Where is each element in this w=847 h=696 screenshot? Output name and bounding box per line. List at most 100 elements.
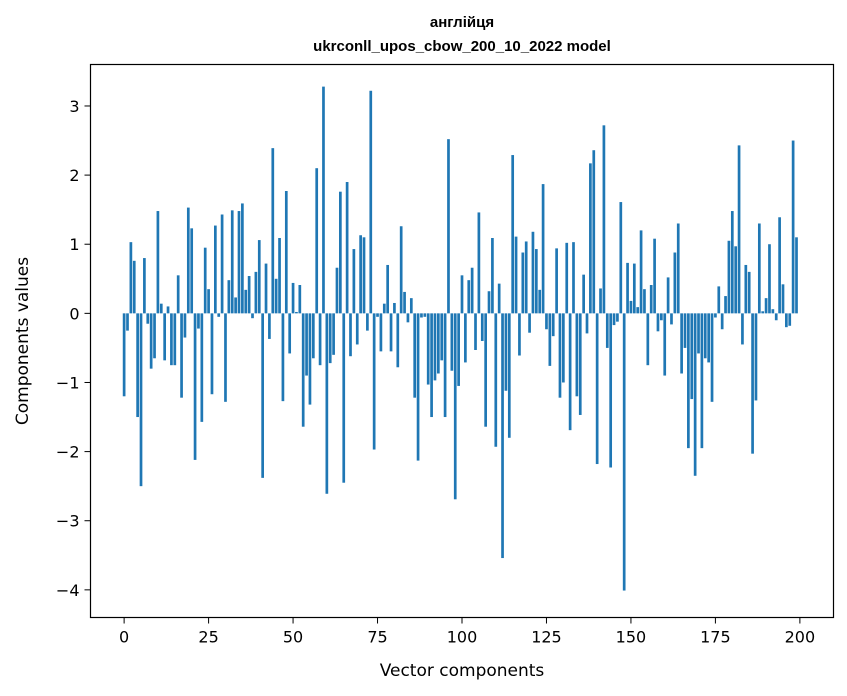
bar	[200, 313, 204, 422]
bar	[349, 313, 352, 357]
bar	[676, 223, 680, 314]
bar	[369, 90, 373, 314]
bar	[616, 313, 619, 322]
bar	[281, 313, 285, 402]
bar	[572, 242, 575, 314]
bar	[457, 313, 460, 386]
bar	[322, 86, 325, 314]
bar	[551, 313, 555, 337]
bar	[362, 237, 366, 314]
bar	[619, 202, 623, 314]
bar	[153, 313, 156, 359]
bar	[703, 313, 707, 359]
bar	[443, 313, 447, 418]
bar	[639, 230, 643, 314]
bar	[558, 313, 562, 398]
bar	[450, 313, 454, 371]
bar	[311, 313, 315, 359]
bar	[227, 280, 231, 314]
bar	[241, 203, 244, 314]
bar	[372, 313, 376, 450]
bar	[382, 303, 386, 314]
bar	[565, 242, 569, 314]
bar	[406, 313, 410, 323]
bar	[700, 313, 704, 449]
bar	[437, 313, 440, 374]
bar	[707, 313, 710, 363]
bar	[176, 275, 180, 314]
bar	[720, 313, 724, 330]
bar	[673, 252, 677, 314]
bar	[220, 214, 224, 314]
bar	[774, 313, 778, 321]
bar	[727, 240, 731, 314]
bar	[409, 298, 413, 314]
bar	[217, 313, 221, 317]
bar	[605, 313, 609, 348]
bar	[284, 191, 288, 314]
bar	[274, 278, 278, 314]
bar	[420, 313, 423, 318]
bar	[497, 283, 501, 314]
bar	[649, 285, 653, 314]
bar	[724, 296, 727, 314]
y-tick-label: 1	[69, 235, 79, 254]
bar	[663, 313, 667, 376]
bar	[538, 289, 542, 314]
bar	[345, 182, 349, 314]
bar	[254, 271, 258, 314]
bar	[261, 313, 264, 478]
bar	[396, 313, 400, 368]
bar	[193, 313, 197, 460]
bar	[524, 241, 528, 314]
bar	[399, 226, 403, 314]
bar	[257, 240, 261, 314]
y-tick-label: −4	[56, 581, 80, 600]
bar	[568, 313, 572, 431]
bar	[744, 264, 748, 314]
bar	[460, 275, 464, 314]
bar	[768, 244, 771, 314]
bar	[653, 238, 656, 314]
x-tick-label: 175	[700, 628, 731, 647]
bar	[484, 313, 487, 427]
bar	[230, 210, 234, 314]
bar	[501, 313, 504, 559]
bar	[609, 313, 613, 468]
y-tick-label: 2	[69, 166, 79, 185]
plot-frame	[89, 63, 835, 619]
bar	[791, 140, 795, 314]
bar	[170, 313, 173, 366]
bar	[737, 145, 741, 314]
bar	[342, 313, 346, 483]
x-tick-label: 150	[616, 628, 647, 647]
bar	[447, 139, 450, 314]
x-tick-label: 100	[447, 628, 478, 647]
bar	[308, 313, 312, 405]
bar	[680, 313, 683, 374]
bars	[122, 86, 798, 591]
y-tick-label: 3	[69, 97, 79, 116]
y-tick-label: −1	[56, 373, 80, 392]
bar	[660, 313, 663, 321]
bar	[122, 313, 126, 397]
bar	[464, 313, 467, 363]
bar	[264, 263, 268, 314]
bar	[788, 313, 792, 326]
bar	[693, 313, 697, 476]
bar	[224, 313, 227, 402]
bar	[467, 280, 471, 314]
y-tick-label: −3	[56, 512, 80, 531]
bar	[507, 313, 511, 438]
bar	[795, 237, 798, 314]
bar	[453, 313, 457, 500]
bar	[352, 249, 356, 314]
bar	[190, 228, 194, 314]
bar	[386, 264, 390, 314]
bar	[335, 267, 339, 314]
bar	[139, 313, 143, 487]
bar	[426, 313, 430, 385]
bar	[636, 307, 640, 314]
bar	[470, 267, 474, 314]
bar	[210, 313, 214, 395]
